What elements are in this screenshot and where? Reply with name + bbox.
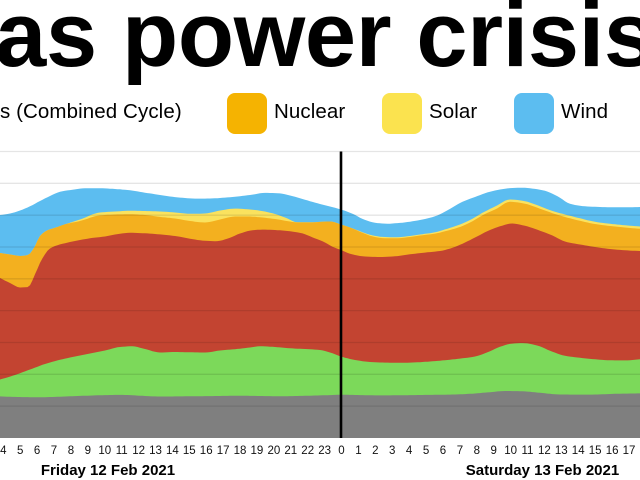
svg-text:15: 15 (183, 445, 196, 457)
svg-text:11: 11 (116, 445, 128, 457)
svg-text:14: 14 (166, 445, 179, 457)
svg-text:11: 11 (522, 445, 534, 457)
svg-text:19: 19 (251, 445, 264, 457)
svg-text:7: 7 (457, 445, 463, 457)
svg-text:4: 4 (406, 445, 413, 457)
svg-text:23: 23 (318, 445, 331, 457)
svg-text:8: 8 (68, 445, 74, 457)
svg-text:8: 8 (474, 445, 480, 457)
svg-text:Friday 12 Feb 2021: Friday 12 Feb 2021 (41, 462, 175, 479)
svg-text:17: 17 (623, 445, 636, 457)
svg-text:1: 1 (355, 445, 361, 457)
svg-text:10: 10 (98, 445, 111, 457)
svg-text:6: 6 (34, 445, 40, 457)
svg-text:7: 7 (51, 445, 57, 457)
svg-text:4: 4 (0, 445, 7, 457)
svg-text:2: 2 (372, 445, 378, 457)
svg-text:9: 9 (85, 445, 91, 457)
svg-text:18: 18 (234, 445, 247, 457)
svg-text:6: 6 (440, 445, 446, 457)
svg-text:5: 5 (423, 445, 429, 457)
svg-text:15: 15 (589, 445, 602, 457)
svg-text:22: 22 (301, 445, 314, 457)
svg-text:12: 12 (538, 445, 551, 457)
svg-text:13: 13 (555, 445, 568, 457)
svg-text:12: 12 (132, 445, 145, 457)
svg-text:21: 21 (284, 445, 297, 457)
svg-text:9: 9 (490, 445, 496, 457)
svg-text:13: 13 (149, 445, 162, 457)
svg-text:5: 5 (17, 445, 23, 457)
svg-text:17: 17 (217, 445, 230, 457)
svg-text:0: 0 (338, 445, 344, 457)
svg-text:10: 10 (504, 445, 517, 457)
svg-text:16: 16 (200, 445, 213, 457)
svg-text:14: 14 (572, 445, 585, 457)
svg-text:3: 3 (389, 445, 395, 457)
svg-text:20: 20 (268, 445, 281, 457)
svg-text:16: 16 (606, 445, 619, 457)
svg-text:Saturday 13 Feb 2021: Saturday 13 Feb 2021 (466, 462, 619, 479)
